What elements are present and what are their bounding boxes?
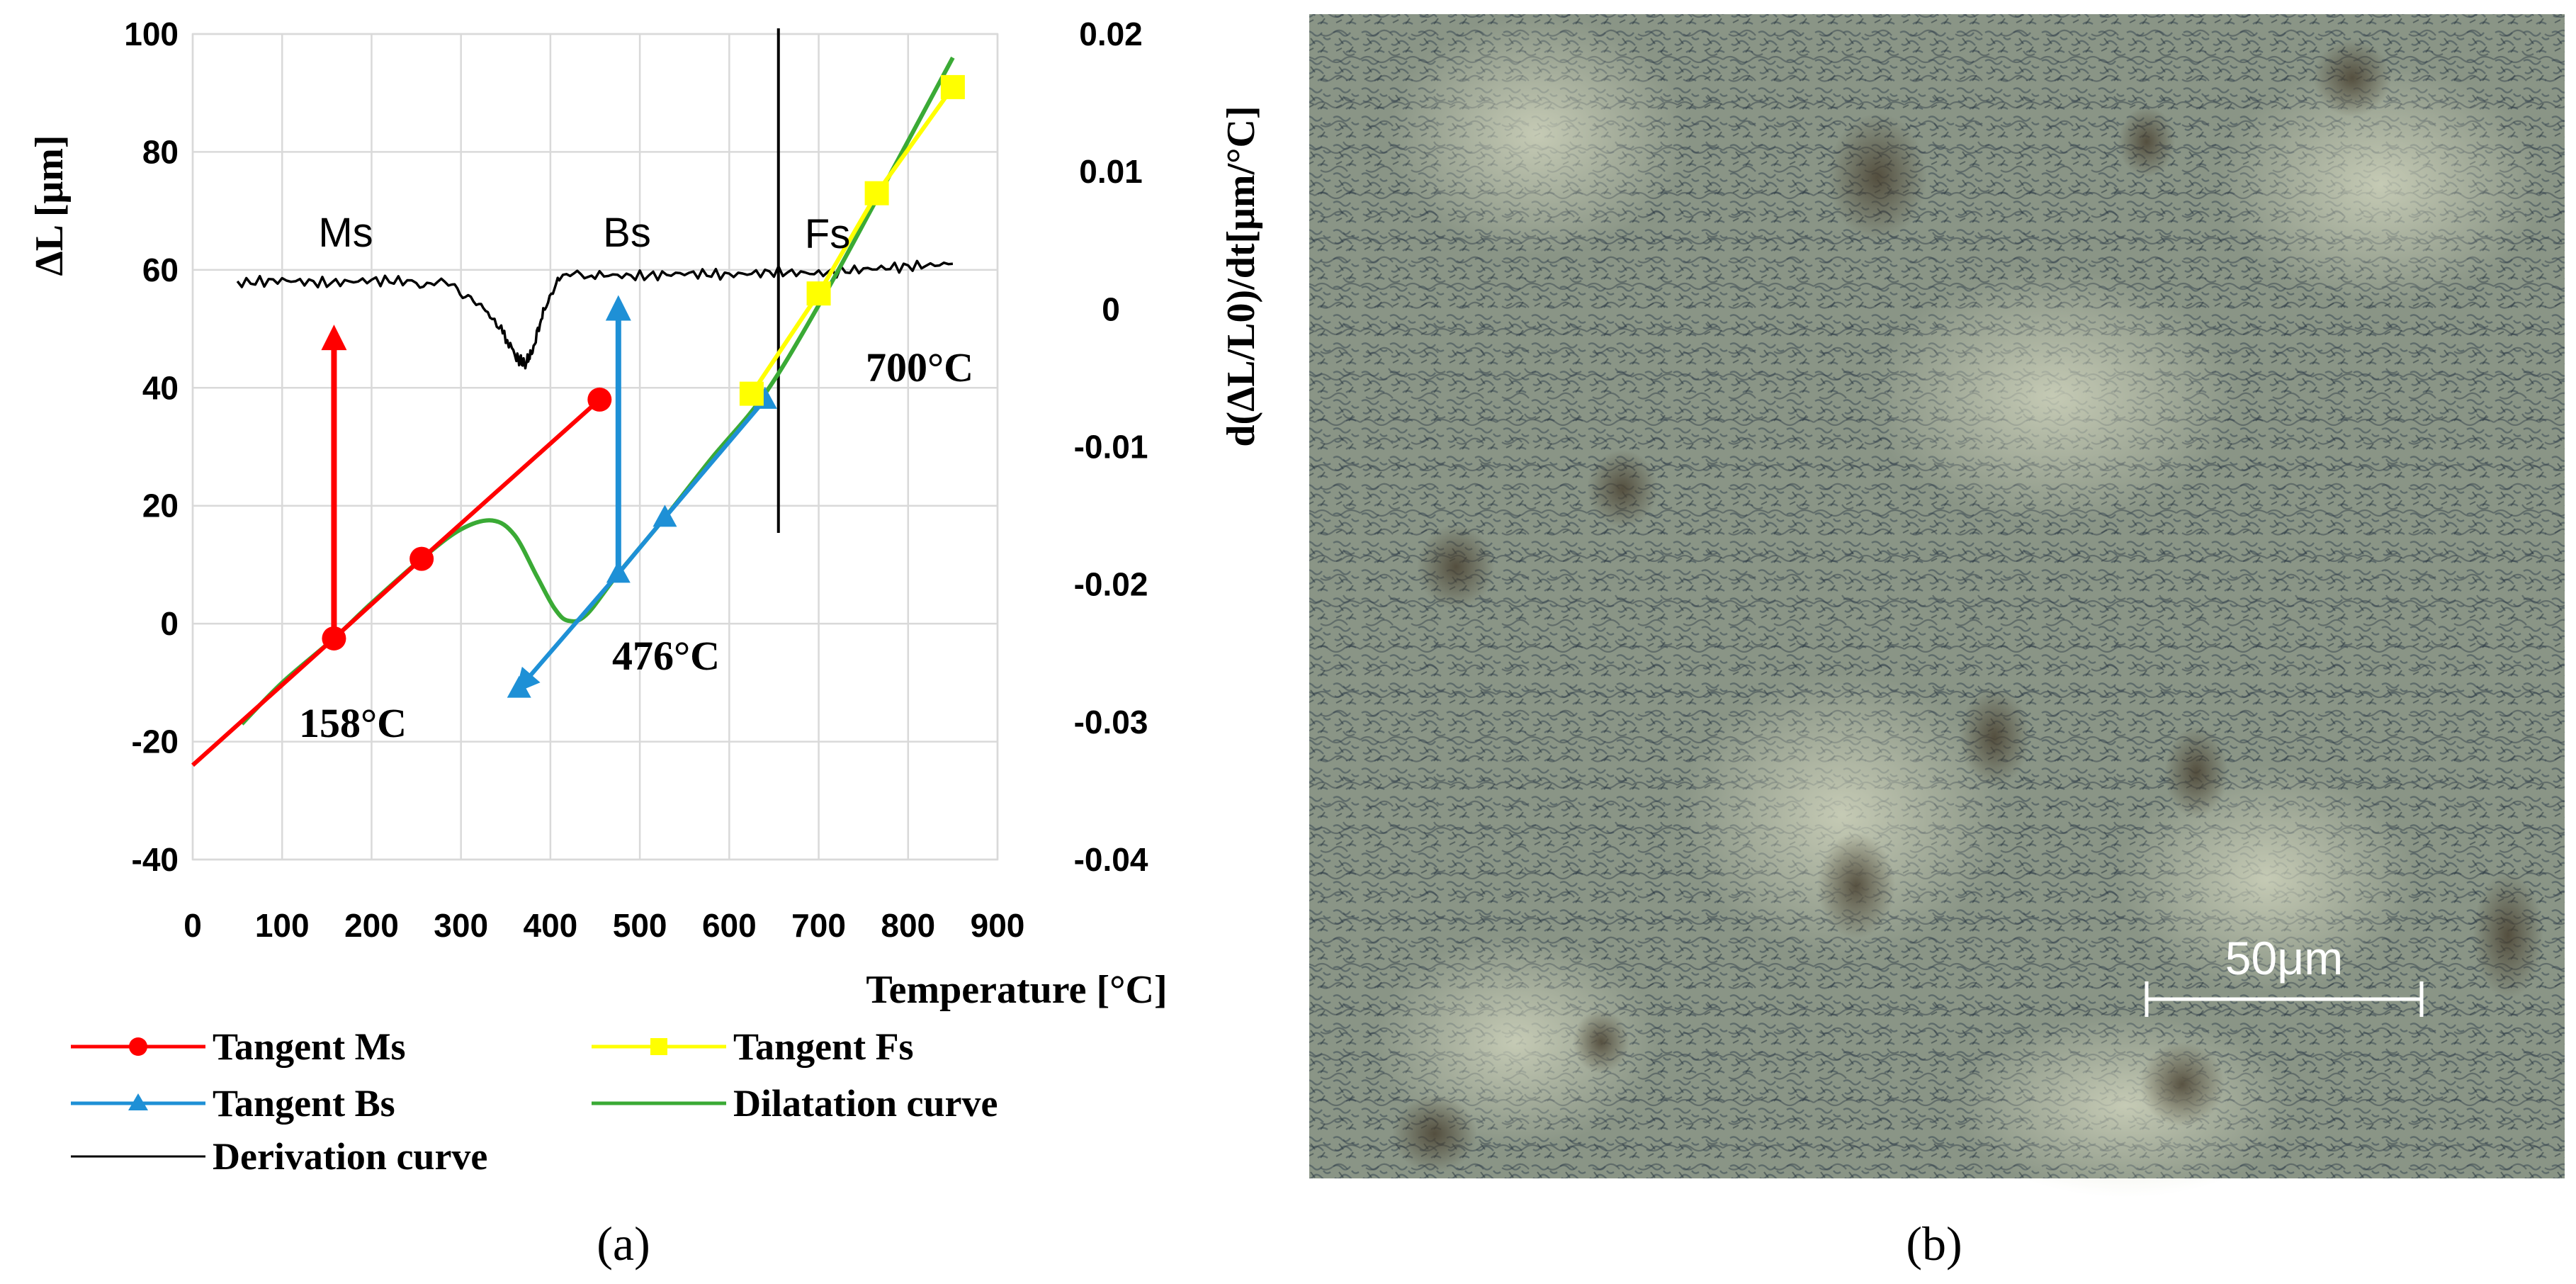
panel-a-label: (a) [597,1217,650,1271]
series-layer [191,28,955,767]
x-tick-label: 400 [524,907,578,944]
y-tick-label: 60 [142,252,179,288]
y-axis-ticks: -40 -20 0 20 40 60 80 100 [124,16,179,878]
chart-legend: Tangent Ms Tangent Fs Tangent Bs Dilatat… [71,1025,998,1178]
series-line-tangent-fs [750,86,955,395]
y-tick-label: -40 [132,841,179,878]
y2-tick-label: -0.03 [1074,704,1148,740]
x-tick-label: 600 [702,907,757,944]
legend-label-tangent-bs: Tangent Bs [213,1082,395,1125]
x-axis-title: Temperature [°C] [866,968,1167,1012]
y-tick-label: 80 [142,133,179,170]
series-line-derivation-curve [236,259,954,370]
marker-tangent-bs-1 [606,561,631,583]
x-axis-ticks: 0 100 200 300 400 500 600 700 800 900 [183,907,1024,944]
arrow-head-tangent-ms [321,325,347,351]
legend-label-tangent-fs: Tangent Fs [733,1025,914,1068]
micrograph-bright-regions [1374,14,2543,1198]
marker-tangent-fs-0 [739,381,764,406]
panel-b-label: (b) [1906,1217,1962,1271]
y-tick-label: 100 [124,16,179,52]
marker-tangent-bs-2 [653,505,677,527]
series-line-tangent-bs [517,398,767,690]
y2-tick-label: -0.02 [1074,566,1148,603]
plot-area-border [191,33,999,861]
legend-marker-tangent-bs [128,1093,148,1110]
y-tick-label: 20 [142,488,179,524]
x-tick-label: 700 [791,907,846,944]
dilatometry-chart: 0 100 200 300 400 500 600 700 800 900 -40-2002040… [28,16,1263,1271]
y2-tick-label: 0 [1102,291,1120,327]
marker-tangent-fs-2 [864,181,889,205]
micrograph-image: 50μm [1309,14,2565,1198]
micrograph-dark-regions [1392,39,2543,1173]
fs-label: Fs [805,211,850,257]
x-tick-label: 200 [344,907,399,944]
y-tick-label: 40 [142,369,179,406]
x-tick-label: 0 [183,907,202,944]
y2-axis-title: d(ΔL/L0)/dt[μm/°C] [1219,106,1263,446]
y2-tick-label: 0.02 [1079,16,1143,52]
marker-tangent-fs-1 [806,281,831,306]
legend-marker-tangent-fs [650,1038,667,1055]
arrow-head-tangent-bs [605,295,631,321]
legend-label-derivation-curve: Derivation curve [213,1135,487,1178]
marker-tangent-ms-2 [587,387,612,412]
ms-label: Ms [318,210,373,256]
legend-label-dilatation-curve: Dilatation curve [733,1082,998,1125]
y2-tick-label: -0.04 [1074,841,1148,878]
fs-temperature-label: 700°C [866,344,973,390]
y-tick-label: -20 [132,723,179,760]
y2-tick-label: 0.01 [1079,153,1143,190]
legend-marker-tangent-ms [129,1037,147,1056]
marker-tangent-fs-3 [940,74,965,99]
series-line-tangent-ms [191,398,601,767]
y2-axis-ticks: -0.04 -0.03 -0.02 -0.01 0 0.01 0.02 [1074,16,1148,878]
x-tick-label: 100 [255,907,310,944]
x-tick-label: 500 [613,907,667,944]
x-tick-label: 900 [971,907,1025,944]
x-tick-label: 800 [881,907,935,944]
bs-label: Bs [603,210,651,256]
bs-temperature-label: 476°C [612,633,720,679]
y-tick-label: 0 [160,605,179,642]
y-axis-title: ΔL [μm] [28,135,72,276]
marker-tangent-bs-0 [507,675,531,698]
scale-bar-label: 50μm [2225,932,2343,984]
ms-temperature-label: 158°C [299,700,407,746]
marker-tangent-ms-1 [409,546,434,571]
y2-tick-label: -0.01 [1074,429,1148,466]
plot-border [191,33,999,861]
x-tick-label: 300 [434,907,488,944]
marker-tangent-ms-0 [322,626,346,651]
markers-layer [322,74,965,698]
legend-label-tangent-ms: Tangent Ms [213,1025,406,1068]
scale-bar: 50μm [2145,932,2424,1017]
